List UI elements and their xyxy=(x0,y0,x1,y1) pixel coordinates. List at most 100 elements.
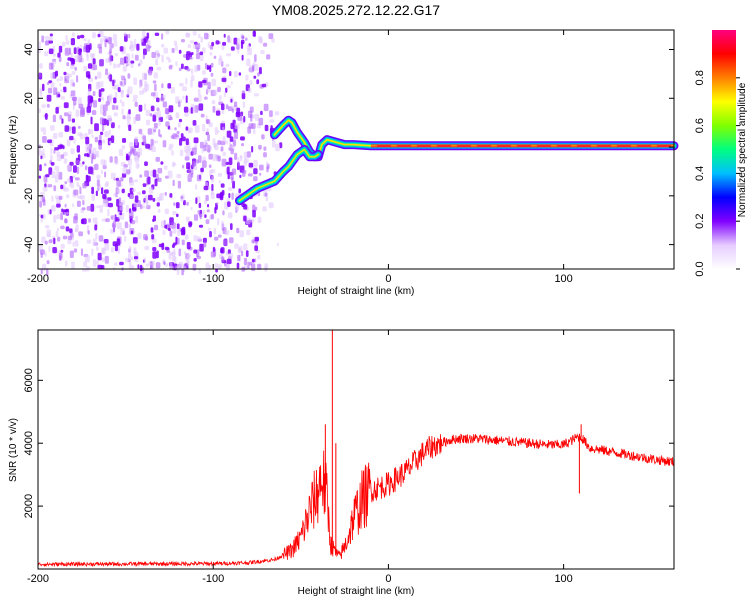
spectrogram-noise-cell xyxy=(181,226,186,235)
spectrogram-noise-cell xyxy=(64,181,68,185)
spectrogram-noise-cell xyxy=(94,123,99,132)
spectrogram-noise-cell xyxy=(195,42,201,50)
spectrogram-noise-cell xyxy=(190,206,193,211)
spectrogram-noise-cell xyxy=(108,119,113,125)
spectrogram-noise-cell xyxy=(182,95,185,100)
spectrogram-noise-cell xyxy=(204,96,208,100)
spectrogram-noise-cell xyxy=(194,124,200,133)
spectrogram-noise-cell xyxy=(74,66,77,71)
spectrogram-noise-cell xyxy=(113,112,118,117)
spectrogram-noise-cell xyxy=(223,33,226,38)
spectrogram-noise-cell xyxy=(156,250,159,259)
spectrogram-noise-cell xyxy=(94,163,99,171)
spectrogram-noise-cell xyxy=(53,133,58,139)
spectrogram-noise-cell xyxy=(218,180,221,184)
spectrogram-noise-cell xyxy=(86,152,90,158)
spectrogram-noise-cell xyxy=(135,215,138,224)
x-tick-label: 100 xyxy=(554,273,572,285)
spectrogram-noise-cell xyxy=(47,87,53,94)
spectrogram-noise-cell xyxy=(248,162,254,168)
spectrogram-noise-cell xyxy=(229,136,234,142)
spectrogram-noise-cell xyxy=(101,257,105,262)
spectrogram-noise-cell xyxy=(85,136,90,145)
spectrogram-noise-cell xyxy=(243,215,247,222)
spectrogram-noise-cell xyxy=(48,167,53,175)
spectrogram-noise-cell xyxy=(257,72,260,77)
spectrogram-noise-cell xyxy=(39,87,42,94)
spectrogram-noise-cell xyxy=(276,242,279,246)
spectrogram-noise-cell xyxy=(137,163,140,168)
spectrogram-noise-cell xyxy=(104,131,109,138)
spectrogram-noise-cell xyxy=(78,184,81,188)
spectrogram-noise-cell xyxy=(227,201,231,207)
spectrogram-noise-cell xyxy=(154,224,159,231)
y-tick-label: 0 xyxy=(23,144,35,150)
spectrogram-noise-cell xyxy=(92,58,96,65)
spectrogram-noise-cell xyxy=(50,72,56,80)
spectrogram-noise-cell xyxy=(222,210,225,216)
spectrogram-noise-cell xyxy=(246,229,251,236)
spectrogram-noise-cell xyxy=(144,161,148,166)
spectrogram-noise-cell xyxy=(92,238,97,246)
spectrogram-noise-cell xyxy=(65,35,68,41)
spectrogram-noise-cell xyxy=(222,126,225,132)
spectrogram-noise-cell xyxy=(261,134,265,140)
spectrogram-noise-cell xyxy=(110,135,115,144)
spectrogram-noise-cell xyxy=(166,56,170,60)
spectrogram-noise-cell xyxy=(234,101,238,108)
spectrogram-noise-cell xyxy=(70,38,75,46)
spectrogram-noise-cell xyxy=(122,65,127,72)
spectrogram-noise-cell xyxy=(161,83,164,89)
spectrogram-noise-cell xyxy=(131,148,137,152)
spectrogram-noise-cell xyxy=(120,177,124,182)
spectrogram-noise-cell xyxy=(176,223,180,230)
colorbar-tick-label: 0.6 xyxy=(694,118,706,133)
spectrogram-noise-cell xyxy=(97,252,102,261)
spectrogram-noise-cell xyxy=(181,39,185,43)
spectrogram-noise-cell xyxy=(128,124,132,131)
spectrogram-noise-cell xyxy=(52,114,56,123)
spectrogram-noise-cell xyxy=(195,52,200,60)
spectrogram-noise-cell xyxy=(139,264,143,272)
spectrogram-noise-cell xyxy=(144,80,148,89)
spectrogram-noise-cell xyxy=(122,167,128,175)
spectrogram-noise-cell xyxy=(246,58,251,67)
spectrogram-noise-cell xyxy=(193,97,199,102)
spectrogram-noise-cell xyxy=(243,257,248,266)
spectrogram-noise-cell xyxy=(176,174,182,179)
spectrogram-noise-cell xyxy=(114,243,118,252)
spectrogram-noise-cell xyxy=(119,261,124,266)
spectrogram-noise-cell xyxy=(175,202,180,209)
spectrogram-noise-cell xyxy=(247,261,250,270)
spectrogram-noise-cell xyxy=(168,65,173,70)
spectrogram-noise-cell xyxy=(68,47,72,55)
spectrogram-noise-cell xyxy=(142,53,145,60)
spectrogram-noise-cell xyxy=(240,33,244,39)
spectrogram-noise-cell xyxy=(133,151,138,156)
spectrogram-noise-cell xyxy=(152,251,157,259)
spectrogram-noise-cell xyxy=(208,153,213,160)
spectrogram-noise-cell xyxy=(205,119,209,124)
spectrogram-noise-cell xyxy=(121,101,125,107)
spectrogram-noise-cell xyxy=(179,82,184,87)
spectrogram-noise-cell xyxy=(234,152,238,160)
spectrogram-noise-cell xyxy=(53,149,56,154)
spectrogram-noise-cell xyxy=(98,89,102,98)
spectrogram-noise-cell xyxy=(231,177,234,184)
spectrogram-noise-cell xyxy=(179,149,184,157)
spectrogram-noise-cell xyxy=(64,203,67,208)
colorbar-tick-label: 0.0 xyxy=(694,261,706,276)
spectrogram-noise-cell xyxy=(123,235,127,242)
spectrogram-noise-cell xyxy=(230,81,233,85)
spectrogram-noise-cell xyxy=(56,227,60,232)
spectrogram-noise-cell xyxy=(230,148,234,155)
spectrogram-noise-cell xyxy=(139,59,143,65)
spectrogram-noise-cell xyxy=(64,125,70,132)
spectrogram-noise-cell xyxy=(161,33,164,40)
spectrogram-noise-cell xyxy=(205,194,209,202)
spectrogram-noise-cell xyxy=(228,157,233,165)
colorbar-label: Normalized spectral amplitude xyxy=(737,82,748,217)
spectrogram-noise-cell xyxy=(40,127,44,132)
spectrogram-noise-cell xyxy=(225,251,229,256)
spectrogram-noise-cell xyxy=(172,179,175,187)
